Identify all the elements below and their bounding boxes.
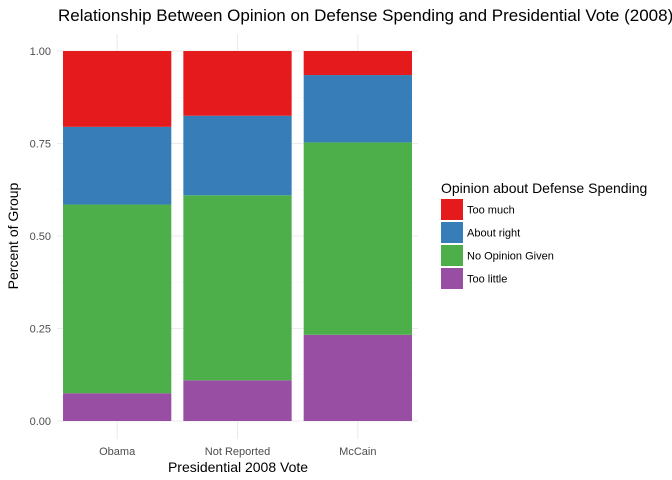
y-tick-label: 0.75 — [30, 139, 51, 151]
legend-label: About right — [467, 228, 520, 240]
y-tick-label: 0.50 — [30, 231, 51, 243]
bars — [63, 51, 412, 421]
bar-segment-obama-no-opinion-given — [63, 204, 172, 394]
legend-key — [441, 222, 463, 243]
bar-segment-not-reported-too-little — [183, 380, 292, 421]
bar-segment-not-reported-about-right — [183, 115, 292, 196]
chart-title: Relationship Between Opinion on Defense … — [58, 6, 672, 25]
bar-segment-mccain-about-right — [303, 75, 412, 143]
x-tick-label: McCain — [339, 446, 376, 458]
bar-segment-not-reported-too-much — [183, 51, 292, 116]
legend-label: Too little — [467, 274, 507, 286]
bar-segment-obama-about-right — [63, 126, 172, 205]
legend-label: No Opinion Given — [467, 251, 554, 263]
y-axis-title: Percent of Group — [5, 182, 21, 289]
legend-key — [441, 199, 463, 220]
legend: Opinion about Defense Spending Too much A… — [441, 180, 647, 289]
legend-key — [441, 268, 463, 289]
x-axis-ticks: Obama Not Reported McCain — [99, 446, 376, 458]
legend-label: Too much — [467, 205, 515, 217]
y-tick-label: 0.25 — [30, 324, 51, 336]
bar-segment-obama-too-much — [63, 51, 172, 127]
x-tick-label: Obama — [99, 446, 136, 458]
bar-segment-not-reported-no-opinion-given — [183, 195, 292, 381]
bar-segment-mccain-too-little — [303, 334, 412, 421]
x-tick-label: Not Reported — [205, 446, 270, 458]
bar-segment-mccain-no-opinion-given — [303, 142, 412, 335]
x-axis-title: Presidential 2008 Vote — [168, 459, 308, 475]
bar-segment-obama-too-little — [63, 393, 172, 421]
legend-key — [441, 245, 463, 266]
y-tick-label: 1.00 — [30, 46, 51, 58]
legend-title: Opinion about Defense Spending — [441, 180, 647, 196]
bar-segment-mccain-too-much — [303, 51, 412, 76]
y-axis-ticks: 0.00 0.25 0.50 0.75 1.00 — [30, 46, 51, 428]
y-tick-label: 0.00 — [30, 416, 51, 428]
